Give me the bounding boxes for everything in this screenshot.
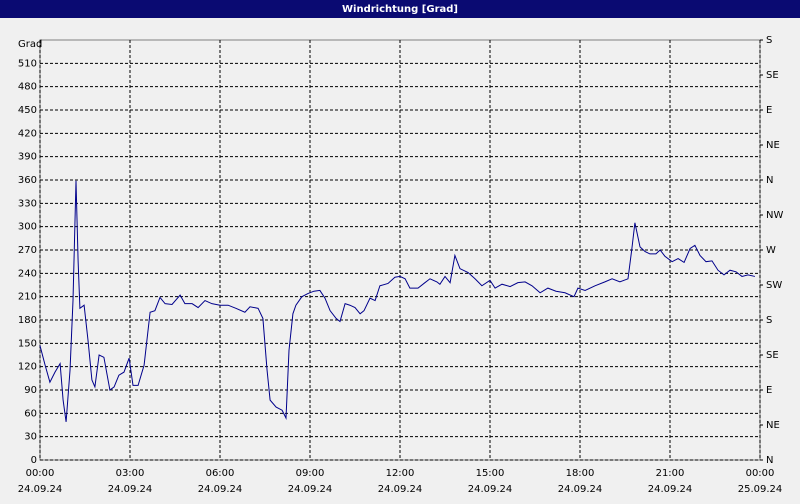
- y-tick-label: 60: [24, 408, 37, 419]
- x-tick-label: 09:00: [296, 468, 325, 479]
- x-tick-date: 24.09.24: [198, 484, 243, 495]
- y2-tick-label: NE: [766, 140, 780, 151]
- x-tick-label: 03:00: [116, 468, 145, 479]
- y-tick-label: 180: [18, 315, 37, 326]
- y-tick-label: 240: [18, 268, 37, 279]
- y-tick-label: 270: [18, 245, 37, 256]
- y-tick-label: 210: [18, 292, 37, 303]
- y-tick-label: 0: [31, 455, 37, 466]
- x-tick-date: 24.09.24: [648, 484, 693, 495]
- data-line: [39, 180, 756, 422]
- y-tick-label: 390: [18, 152, 37, 163]
- y2-tick-label: SE: [766, 70, 779, 81]
- y-tick-label: 150: [18, 338, 37, 349]
- y2-tick-label: E: [766, 385, 772, 396]
- y2-tick-label: S: [766, 35, 772, 46]
- y2-tick-label: N: [766, 175, 773, 186]
- y-tick-label: 360: [18, 175, 37, 186]
- x-tick-date: 24.09.24: [378, 484, 423, 495]
- x-tick-date: 24.09.24: [108, 484, 153, 495]
- x-tick-date: 24.09.24: [288, 484, 333, 495]
- y-tick-label: 120: [18, 362, 37, 373]
- y-tick-label: 30: [24, 432, 37, 443]
- y2-tick-label: S: [766, 315, 772, 326]
- x-tick-label: 21:00: [656, 468, 685, 479]
- y-tick-label: 510: [18, 58, 37, 69]
- x-tick-date: 24.09.24: [468, 484, 513, 495]
- x-tick-date: 24.09.24: [18, 484, 63, 495]
- y-axis-label: Grad: [18, 39, 42, 50]
- y2-tick-label: N: [766, 455, 773, 466]
- x-tick-label: 18:00: [566, 468, 595, 479]
- y2-tick-label: NE: [766, 420, 780, 431]
- y-tick-label: 90: [24, 385, 37, 396]
- y2-tick-label: SW: [766, 280, 782, 291]
- x-tick-date: 25.09.24: [738, 484, 783, 495]
- x-tick-label: 00:00: [26, 468, 55, 479]
- title-bar: [0, 0, 800, 18]
- y-tick-label: 480: [18, 82, 37, 93]
- x-tick-label: 06:00: [206, 468, 235, 479]
- y-tick-label: 420: [18, 128, 37, 139]
- x-tick-date: 24.09.24: [558, 484, 603, 495]
- chart-title: Windrichtung [Grad]: [342, 4, 458, 15]
- y-tick-label: 300: [18, 222, 37, 233]
- y2-tick-label: NW: [766, 210, 783, 221]
- x-tick-label: 12:00: [386, 468, 415, 479]
- y2-tick-label: W: [766, 245, 776, 256]
- y2-tick-label: E: [766, 105, 772, 116]
- x-tick-label: 15:00: [476, 468, 505, 479]
- x-tick-label: 00:00: [746, 468, 775, 479]
- y2-tick-label: SE: [766, 350, 779, 361]
- y-tick-label: 450: [18, 105, 37, 116]
- y-tick-label: 330: [18, 198, 37, 209]
